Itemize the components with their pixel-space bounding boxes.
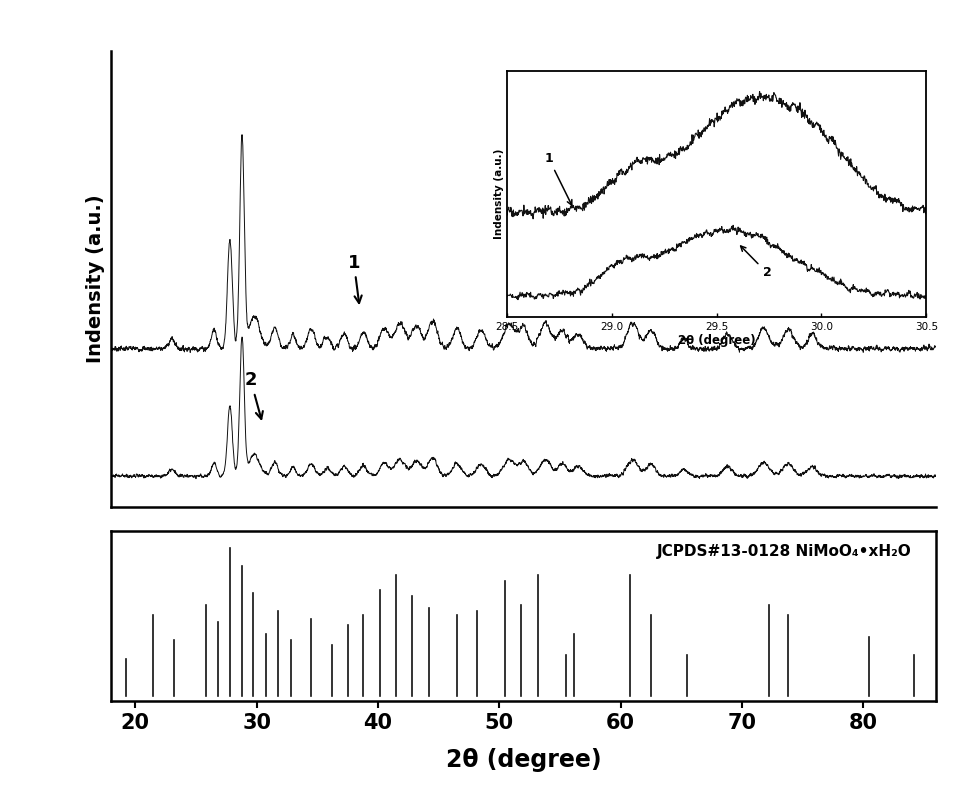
Text: 2: 2 [244,371,262,419]
X-axis label: 2θ (degree): 2θ (degree) [677,334,756,348]
Text: 1: 1 [544,152,572,205]
Y-axis label: Indensity (a.u.): Indensity (a.u.) [87,195,105,364]
Y-axis label: Indensity (a.u.): Indensity (a.u.) [494,149,504,239]
Text: 2θ (degree): 2θ (degree) [446,748,602,772]
Text: 1: 1 [347,253,362,303]
Text: JCPDS#13-0128 NiMoO₄•xH₂O: JCPDS#13-0128 NiMoO₄•xH₂O [656,544,911,559]
Text: 2: 2 [741,246,771,280]
